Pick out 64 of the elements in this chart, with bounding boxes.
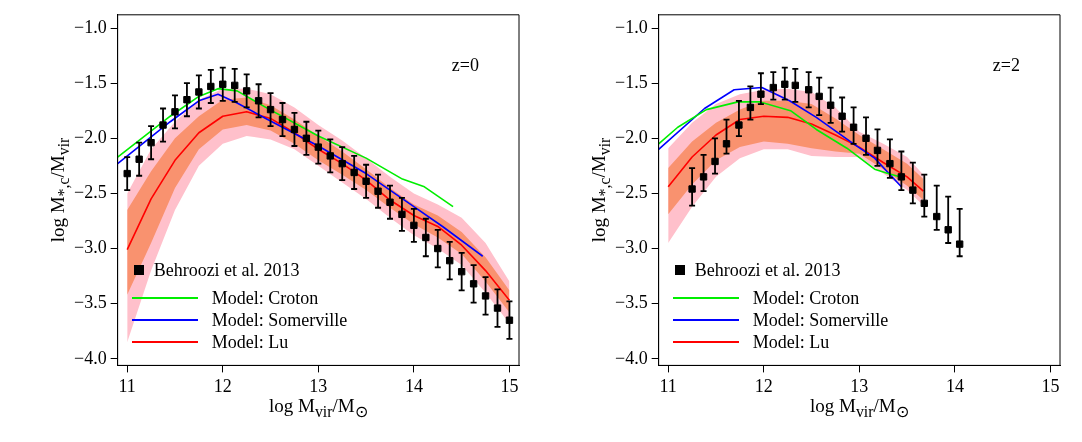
point	[722, 140, 731, 148]
x-tick-label: 12	[213, 375, 232, 396]
y-tick-label: −3.0	[74, 237, 107, 258]
y-tick-label: −3.5	[615, 292, 648, 313]
point	[699, 173, 708, 181]
legend-label: Model: Croton	[752, 287, 860, 309]
point	[374, 187, 382, 195]
point	[314, 143, 323, 151]
point	[386, 198, 394, 206]
legend-label: Model: Croton	[211, 287, 319, 309]
y-tick-label: −1.5	[74, 71, 107, 92]
y-tick-label: −2.5	[615, 182, 648, 203]
x-axis-title: log M$_{vir}$/M$_{⊙}$	[809, 395, 909, 422]
point	[481, 292, 490, 300]
x-tick-label: 14	[945, 375, 964, 396]
point	[688, 185, 696, 193]
point	[735, 121, 743, 129]
point	[862, 134, 870, 142]
x-tick-label: 12	[754, 375, 773, 396]
point	[219, 80, 227, 88]
x-tick-label: 13	[850, 375, 869, 396]
point	[838, 112, 846, 120]
point	[183, 96, 191, 104]
point	[326, 152, 334, 160]
point	[849, 123, 858, 131]
legend-label: Behroozi et al. 2013	[694, 259, 841, 281]
point	[135, 155, 143, 163]
x-tick-label: 14	[404, 375, 423, 396]
y-tick-label: −2.0	[74, 127, 107, 148]
y-tick-label: −2.0	[615, 127, 648, 148]
y-tick-label: −4.0	[74, 347, 107, 368]
legend-label: Model: Lu	[211, 331, 289, 353]
y-tick-label: −3.5	[74, 292, 107, 313]
point	[920, 199, 928, 208]
x-tick-label: 15	[500, 375, 519, 396]
x-axis-title: log M$_{vir}$/M$_{⊙}$	[268, 395, 368, 422]
point	[493, 304, 502, 312]
x-tick-label: 15	[1041, 375, 1060, 396]
point	[505, 316, 514, 324]
y-tick-label: −1.0	[615, 16, 648, 37]
point	[944, 226, 952, 234]
x-tick-label: 11	[659, 375, 677, 396]
point	[781, 80, 789, 88]
point	[805, 86, 813, 94]
y-tick-label: −1.0	[74, 16, 107, 37]
annotation: z=2	[992, 54, 1020, 76]
point	[909, 186, 917, 194]
x-tick-label: 13	[309, 375, 328, 396]
point	[159, 121, 167, 129]
x-tick-label: 11	[118, 375, 136, 396]
legend-label: Model: Lu	[752, 331, 830, 353]
point	[362, 177, 370, 185]
point	[147, 139, 155, 147]
legend-label: Model: Somerville	[752, 309, 889, 331]
y-tick-label: −2.5	[74, 182, 107, 203]
y-tick-label: −3.0	[615, 237, 648, 258]
annotation: z=0	[451, 54, 479, 76]
y-tick-label: −1.5	[615, 71, 648, 92]
y-tick-label: −4.0	[615, 347, 648, 368]
point	[757, 90, 765, 98]
legend-label: Model: Somerville	[211, 309, 348, 331]
point	[195, 88, 203, 96]
legend-label: Behroozi et al. 2013	[153, 259, 300, 281]
point	[171, 108, 179, 116]
